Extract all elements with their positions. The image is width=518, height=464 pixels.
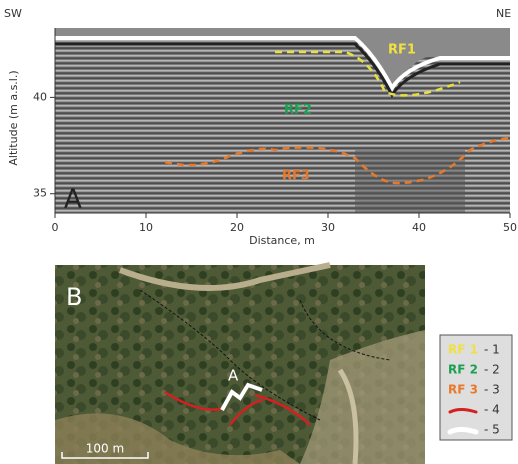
legend-label: RF 3 [448, 383, 478, 397]
rf-label: RF1 [388, 43, 416, 58]
x-tick-label: 30 [321, 221, 335, 234]
panel-letter: A [64, 185, 82, 215]
x-tick-label: 50 [503, 221, 517, 234]
profile-label: A [228, 367, 239, 385]
legend-box [439, 334, 513, 441]
rf-label: RF3 [282, 169, 310, 184]
radargram [55, 28, 510, 213]
direction-label: NE [496, 7, 511, 20]
direction-label: SW [4, 7, 22, 20]
legend-key: - 4 [484, 403, 500, 417]
y-tick-label: 35 [33, 187, 47, 200]
legend-key: - 1 [484, 343, 500, 357]
legend-key: - 5 [484, 423, 500, 437]
reflectors [164, 50, 511, 185]
rf-label: RF2 [284, 103, 312, 118]
legend-label: RF 2 [448, 363, 478, 377]
y-tick-label: 40 [33, 90, 47, 103]
legend-label: RF 1 [448, 343, 478, 357]
x-axis-label: Distance, m [249, 234, 315, 247]
x-tick-label: 10 [139, 221, 153, 234]
ticks: 0 10 20 30 40 50 35 40 [33, 90, 517, 234]
legend: RF 1 - 1 RF 2 - 2 RF 3 - 3 - 4 - 5 [447, 343, 500, 437]
aerial-photo [55, 262, 425, 464]
legend-key: - 3 [484, 383, 500, 397]
x-tick-label: 0 [52, 221, 59, 234]
x-tick-label: 20 [230, 221, 244, 234]
y-axis-label: Altitude (m a.s.l.) [7, 70, 20, 165]
panel-letter: B [66, 283, 82, 311]
scale-label: 100 m [86, 442, 124, 456]
scale-bar [61, 452, 149, 459]
legend-swatch [448, 408, 478, 414]
legend-key: - 2 [484, 363, 500, 377]
x-tick-label: 40 [412, 221, 426, 234]
legend-swatch [447, 427, 479, 435]
